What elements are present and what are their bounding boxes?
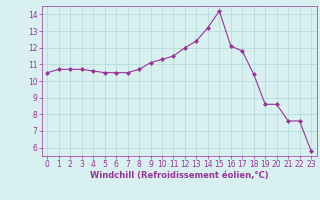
X-axis label: Windchill (Refroidissement éolien,°C): Windchill (Refroidissement éolien,°C) xyxy=(90,171,268,180)
